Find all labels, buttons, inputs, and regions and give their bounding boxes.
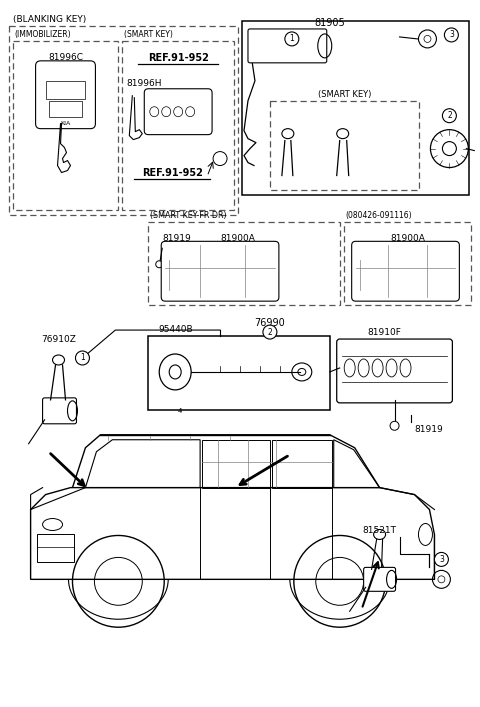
- Circle shape: [443, 109, 456, 123]
- FancyBboxPatch shape: [36, 61, 96, 129]
- Circle shape: [434, 552, 448, 566]
- Text: 4: 4: [178, 408, 182, 414]
- Bar: [36, 534, 74, 562]
- Bar: [148, 223, 340, 305]
- Text: REF.91-952: REF.91-952: [142, 168, 203, 177]
- Text: (IMMOBILIZER): (IMMOBILIZER): [15, 30, 71, 39]
- Text: (SMART KEY): (SMART KEY): [318, 90, 372, 99]
- FancyBboxPatch shape: [161, 241, 279, 301]
- Text: 76990: 76990: [254, 318, 285, 328]
- Text: (BLANKING KEY): (BLANKING KEY): [12, 15, 86, 24]
- Text: 81996H: 81996H: [126, 78, 162, 88]
- Circle shape: [444, 28, 458, 42]
- Text: 81900A: 81900A: [220, 234, 255, 243]
- Text: 81919: 81919: [415, 425, 443, 434]
- Bar: [148, 336, 330, 410]
- Text: 81900A: 81900A: [390, 234, 425, 243]
- FancyBboxPatch shape: [352, 241, 459, 301]
- Text: (080426-091116): (080426-091116): [346, 211, 412, 221]
- FancyBboxPatch shape: [336, 339, 452, 403]
- Text: (SMART KEY-FR DR): (SMART KEY-FR DR): [150, 211, 227, 221]
- Text: 3: 3: [439, 555, 444, 564]
- Bar: [122, 41, 234, 211]
- Text: 81919: 81919: [162, 234, 191, 243]
- Text: 81910F: 81910F: [368, 328, 401, 337]
- Text: 2: 2: [267, 327, 272, 337]
- FancyBboxPatch shape: [144, 89, 212, 134]
- FancyBboxPatch shape: [248, 29, 327, 63]
- Text: 95440B: 95440B: [158, 325, 193, 334]
- Text: 81905: 81905: [314, 18, 345, 28]
- Circle shape: [285, 32, 299, 46]
- FancyBboxPatch shape: [43, 398, 76, 423]
- Text: REF.91-952: REF.91-952: [148, 53, 209, 63]
- Text: 2: 2: [447, 111, 452, 120]
- Circle shape: [263, 325, 277, 339]
- Bar: [12, 41, 119, 211]
- Text: 81996C: 81996C: [48, 53, 83, 62]
- FancyBboxPatch shape: [364, 568, 396, 591]
- Text: 76910Z: 76910Z: [41, 335, 76, 344]
- Bar: [242, 21, 469, 195]
- Bar: [344, 223, 471, 305]
- Text: 1: 1: [289, 35, 294, 43]
- Circle shape: [75, 351, 89, 365]
- Bar: [9, 26, 238, 216]
- Bar: [46, 81, 85, 99]
- Text: 3: 3: [449, 30, 454, 40]
- Bar: [270, 100, 420, 190]
- Text: 81521T: 81521T: [362, 527, 396, 535]
- Bar: [48, 100, 83, 117]
- Text: 1: 1: [80, 354, 85, 363]
- Text: (SMART KEY): (SMART KEY): [124, 30, 173, 39]
- Text: KIA: KIA: [60, 121, 71, 126]
